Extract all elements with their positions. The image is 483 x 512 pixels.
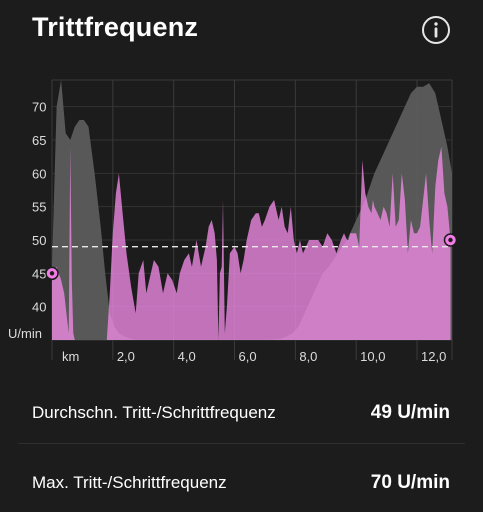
x-tick-label: 6,0 (239, 349, 257, 364)
marker-dot (448, 237, 453, 243)
x-tick-label: 8,0 (299, 349, 317, 364)
x-tick-label: 10,0 (360, 349, 385, 364)
max-cadence-value: 70 U/min (370, 472, 450, 493)
cadence-series (52, 146, 451, 340)
page-title: Trittfrequenz (32, 12, 199, 42)
cadence-chart: 40 45 50 55 60 65 70 U/min km 2,0 4,0 6,0 8,0 10,0 12… (8, 79, 458, 364)
info-button[interactable] (421, 15, 451, 45)
stats-divider (18, 443, 465, 444)
max-cadence-label: Max. Tritt-/Schrittfrequenz (32, 473, 227, 492)
avg-cadence-label: Durchschn. Tritt-/Schrittfrequenz (32, 403, 276, 422)
y-axis-ticks: 40 45 50 55 60 65 70 U/min (8, 100, 46, 341)
x-tick-label: 12,0 (421, 349, 446, 364)
y-axis-label: U/min (8, 326, 42, 341)
avg-cadence-value: 49 U/min (370, 402, 450, 423)
marker-dot (49, 271, 55, 276)
y-tick-label: 60 (32, 166, 46, 181)
y-tick-label: 45 (32, 266, 46, 281)
y-tick-label: 55 (32, 200, 46, 215)
info-circle-icon (422, 16, 450, 44)
y-tick-label: 65 (32, 133, 46, 148)
x-tick-label: 4,0 (178, 349, 196, 364)
y-tick-label: 50 (32, 233, 46, 248)
cadence-markers (45, 233, 458, 281)
x-axis-label: km (62, 349, 79, 364)
cadence-area (52, 146, 451, 340)
y-tick-label: 40 (32, 300, 46, 315)
y-tick-label: 70 (32, 100, 46, 115)
x-tick-label: 2,0 (117, 349, 135, 364)
x-axis-ticks: km 2,0 4,0 6,0 8,0 10,0 12,0 (62, 349, 446, 364)
